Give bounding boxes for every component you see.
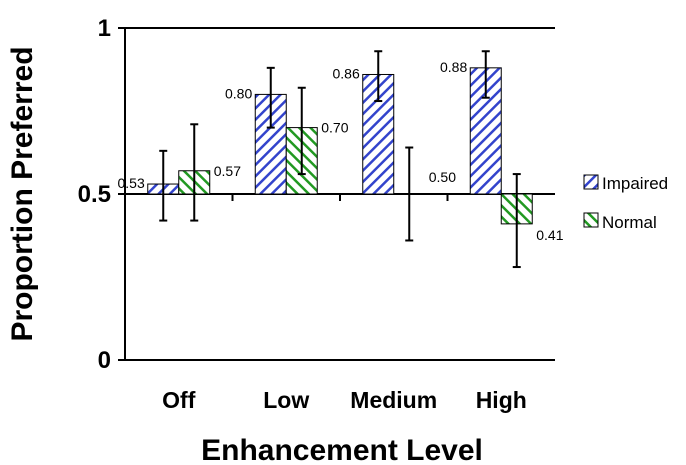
normal-value-label: 0.41 [536, 227, 563, 243]
x-axis-title: Enhancement Level [201, 434, 483, 465]
y-tick-label: 1 [98, 15, 111, 42]
impaired-value-label: 0.53 [118, 175, 145, 191]
impaired-value-label: 0.88 [440, 59, 467, 75]
error-bars [159, 51, 521, 267]
y-tick-label: 0 [98, 347, 111, 374]
impaired-value-label: 0.86 [333, 65, 360, 81]
x-tick-label: Off [162, 387, 196, 413]
impaired-value-label: 0.80 [225, 85, 252, 101]
legend-swatch-normal [584, 213, 598, 227]
y-tick-label: 0.5 [78, 181, 111, 208]
legend: Impaired Normal [584, 174, 668, 232]
legend-label-normal: Normal [602, 213, 657, 232]
x-tick-label: High [476, 387, 527, 413]
normal-value-label: 0.70 [321, 120, 348, 136]
x-tick-label: Low [263, 387, 309, 413]
y-axis-title: Proportion Preferred [6, 46, 39, 341]
x-tick-label: Medium [350, 387, 437, 413]
legend-swatch-impaired [584, 175, 598, 189]
normal-value-label: 0.50 [429, 169, 456, 185]
legend-label-impaired: Impaired [602, 174, 668, 193]
normal-value-label: 0.57 [214, 163, 241, 179]
